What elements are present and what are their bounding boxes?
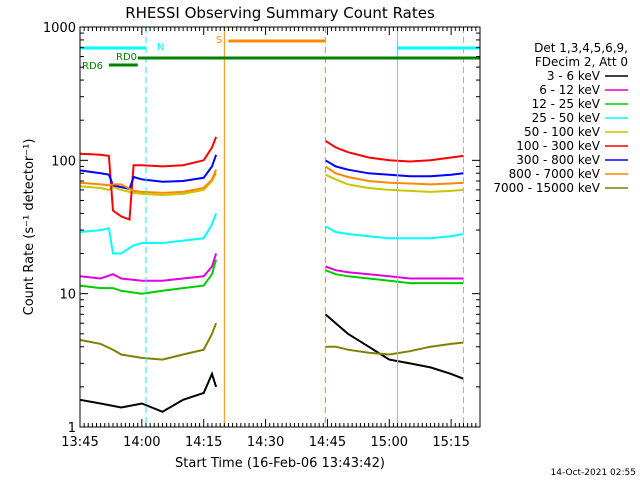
series-100-300-kev-line-1 <box>79 136 218 221</box>
x-tick-label-7: 15:15 <box>432 435 469 450</box>
series-6-12-kev-line-1 <box>79 253 218 282</box>
plot-frame <box>79 26 481 428</box>
flag-bars: N S RD0 RD6 <box>80 35 480 72</box>
legend-header-line-1: Det 1,3,4,5,6,9, <box>534 41 628 55</box>
series-50-100-kev-line-2 <box>324 173 464 193</box>
legend-label-100-300-kev: 100 - 300 keV <box>516 139 600 153</box>
x-tick-label-6: 15:00 <box>371 435 408 450</box>
x-axis-label: Start Time (16-Feb-06 13:43:42) <box>175 456 385 471</box>
series-12-25-kev-line-2 <box>325 269 464 285</box>
y-tick-label-4: 1000 <box>43 21 76 36</box>
x-tick-label-4: 14:30 <box>247 435 284 450</box>
series-300-800-kev-line-2 <box>324 159 464 178</box>
legend-label-300-800-kev: 300 - 800 keV <box>516 153 600 167</box>
legend: Det 1,3,4,5,6,9, FDecim 2, Att 0 3 - 6 k… <box>493 41 628 195</box>
y-tick-label-2: 10 <box>59 288 76 303</box>
x-axis: 13:45 14:00 14:15 14:30 14:45 15:00 15:15 <box>61 27 481 450</box>
y-tick-label-3: 100 <box>51 154 76 169</box>
legend-label-50-100-kev: 50 - 100 keV <box>524 125 601 139</box>
annotation-n: N <box>157 42 164 53</box>
annotation-s: S <box>216 35 222 46</box>
legend-label-25-50-kev: 25 - 50 keV <box>532 111 601 125</box>
x-tick-label-1: 13:45 <box>61 435 98 450</box>
y-axis: 1 10 100 1000 <box>43 21 480 436</box>
y-tick-label-1: 1 <box>68 421 76 436</box>
series-25-50-kev-line-2 <box>324 225 464 240</box>
series-12-25-kev-line-1 <box>79 259 218 295</box>
series-300-800-kev-line-1 <box>79 154 218 191</box>
legend-label-6-12-kev: 6 - 12 keV <box>539 83 601 97</box>
legend-label-12-25-kev: 12 - 25 keV <box>532 97 601 111</box>
legend-label-7000-15000-kev: 7000 - 15000 keV <box>493 181 600 195</box>
legend-label-3-6-kev: 3 - 6 keV <box>547 69 601 83</box>
chart-title: RHESSI Observing Summary Count Rates <box>125 4 435 22</box>
series-7000-15000-kev-line-2 <box>325 341 464 356</box>
legend-header-line-2: FDecim 2, Att 0 <box>535 55 628 69</box>
series-100-300-kev-line-2 <box>324 139 464 163</box>
series-25-50-kev-line-1 <box>79 213 218 255</box>
series-layer <box>79 136 464 413</box>
footer-date: 14-Oct-2021 02:55 <box>551 468 636 478</box>
x-tick-label-2: 14:00 <box>123 435 160 450</box>
series-3-6-kev-line-2 <box>324 313 464 380</box>
series-7000-15000-kev-line-1 <box>79 322 218 361</box>
annotation-rd6: RD6 <box>82 61 103 72</box>
x-tick-label-3: 14:15 <box>185 435 222 450</box>
series-3-6-kev-line-1 <box>79 371 218 413</box>
y-axis-label: Count Rate (s⁻¹ detector⁻¹) <box>22 139 37 316</box>
legend-label-800-7000-kev: 800 - 7000 keV <box>509 167 601 181</box>
series-50-100-kev-line-1 <box>79 172 217 197</box>
series-800-7000-kev-line-2 <box>324 165 464 186</box>
annotation-rd0: RD0 <box>116 52 137 63</box>
x-tick-label-5: 14:45 <box>309 435 346 450</box>
vertical-markers <box>79 27 465 427</box>
series-6-12-kev-line-2 <box>325 265 464 280</box>
series-800-7000-kev-line-1 <box>79 169 218 194</box>
